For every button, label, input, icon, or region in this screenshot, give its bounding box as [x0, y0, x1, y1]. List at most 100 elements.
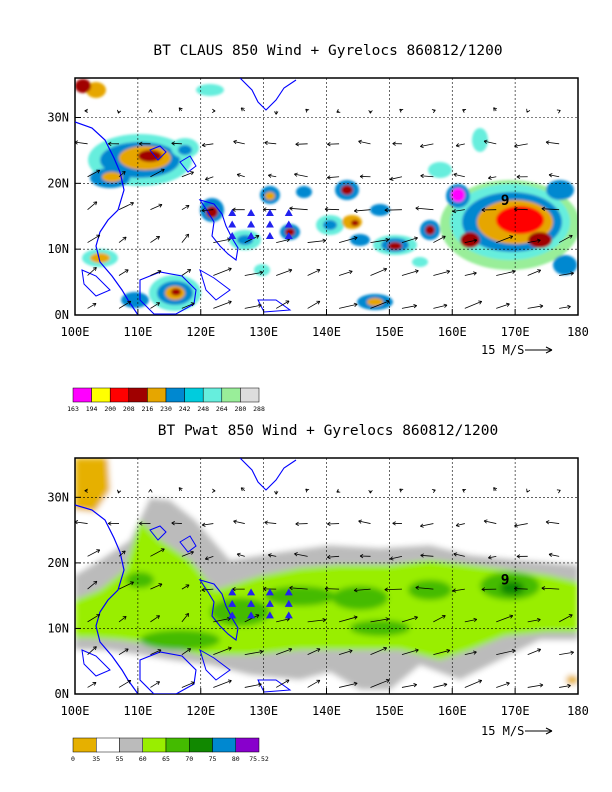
wind-arrowhead — [537, 269, 542, 274]
wind-arrowhead — [481, 587, 486, 592]
wind-vector — [338, 682, 358, 688]
wind-vector — [205, 176, 214, 180]
wind-arrowhead — [420, 523, 424, 528]
wind-arrowhead — [285, 679, 290, 684]
wind-arrowhead — [353, 208, 358, 213]
wind-vector — [213, 301, 232, 309]
wind-arrowhead — [545, 520, 550, 525]
wind-vector — [433, 649, 450, 656]
wind-arrowhead — [516, 554, 521, 559]
coastline — [75, 78, 297, 315]
x-tick-label: 120E — [186, 325, 215, 339]
y-tick-label: 20N — [47, 556, 69, 570]
wind-arrowhead — [414, 648, 419, 653]
wind-arrowhead — [473, 650, 477, 655]
x-tick-label: 150E — [375, 704, 404, 718]
wind-arrowhead — [414, 269, 419, 274]
wind-vector — [201, 588, 214, 591]
wind-arrowhead — [190, 302, 195, 307]
wind-arrowhead — [201, 142, 206, 148]
y-tick-label: 30N — [47, 490, 69, 504]
wind-vector — [150, 548, 165, 557]
y-tick-label: 0N — [55, 687, 69, 701]
wind-vector — [87, 201, 98, 210]
wind-arrowhead — [385, 299, 390, 304]
wind-vector — [307, 679, 321, 688]
wind-arrowhead — [178, 107, 183, 112]
wind-arrowhead — [385, 678, 390, 683]
wind-arrowhead — [122, 615, 127, 620]
cloud-field — [75, 79, 578, 311]
wind-vector — [268, 174, 277, 178]
gyre-marker — [284, 232, 293, 239]
wind-vector — [527, 619, 541, 623]
gyre-marker — [228, 588, 237, 596]
wind-vector — [181, 681, 195, 688]
colorbar-swatch — [202, 387, 223, 403]
wind-vector — [464, 301, 482, 309]
gyre-marker — [265, 232, 274, 239]
wind-arrowhead — [158, 203, 163, 208]
wind-vector — [150, 168, 165, 178]
wind-vector — [433, 615, 446, 623]
wind-arrowhead — [201, 587, 206, 592]
wind-vector — [237, 553, 245, 557]
x-tick-label: 150E — [375, 325, 404, 339]
colorbar-label: 264 — [216, 405, 228, 413]
wind-arrowhead — [353, 615, 358, 620]
wind-arrowhead — [259, 649, 264, 655]
wind-vector — [545, 141, 560, 145]
colorbar-label: 194 — [86, 405, 98, 413]
wind-arrowhead — [233, 519, 237, 524]
wind-arrowhead — [539, 304, 544, 309]
x-tick-label: 130E — [249, 325, 278, 339]
wind-vector — [452, 588, 465, 592]
wind-arrowhead — [514, 207, 518, 212]
wind-arrowhead — [441, 614, 446, 619]
wind-vector — [202, 523, 214, 526]
wind-arrowhead — [389, 176, 394, 181]
wind-arrowhead — [446, 648, 451, 654]
wind-arrowhead — [392, 141, 396, 146]
wind-arrowhead — [232, 207, 236, 212]
wind-arrowhead — [96, 169, 101, 174]
wind-arrowhead — [255, 234, 260, 239]
wind-vector — [559, 306, 571, 309]
wind-vector — [307, 240, 326, 243]
wind-arrowhead — [171, 521, 175, 526]
wind-vector — [244, 271, 263, 276]
wind-arrowhead — [399, 488, 404, 493]
wind-arrowhead — [233, 139, 237, 145]
wind-vector — [541, 208, 560, 211]
wind-arrowhead — [506, 681, 510, 686]
gyre-marker — [228, 599, 237, 607]
wind-vector — [401, 616, 418, 623]
wind-vector — [514, 208, 528, 211]
wind-arrowhead — [453, 172, 458, 177]
wind-vector — [87, 234, 100, 243]
wind-arrowhead — [288, 647, 293, 652]
wind-arrowhead — [413, 683, 418, 688]
wind-arrowhead — [570, 650, 574, 655]
wind-arrowhead — [201, 208, 206, 213]
wind-vector — [514, 588, 528, 590]
wind-vector — [75, 141, 88, 145]
chart-title: BT Pwat 850 Wind + Gyrelocs 860812/1200 — [158, 423, 498, 439]
wind-vector — [433, 270, 450, 276]
wind-arrowhead — [187, 269, 192, 273]
wind-vector — [307, 300, 321, 309]
cyclone-symbol: 9 — [501, 572, 510, 588]
x-tick-label: 100E — [61, 704, 90, 718]
wind-arrowhead — [257, 682, 262, 687]
wind-arrowhead — [452, 588, 457, 593]
wind-vector — [240, 107, 246, 112]
colorbar-label: 288 — [253, 405, 265, 413]
gyre-marker — [247, 588, 256, 596]
wind-arrowhead — [324, 207, 329, 212]
gyre-markers — [228, 588, 293, 619]
wind-vector — [389, 176, 403, 180]
wind-vector — [150, 649, 162, 656]
wind-arrowhead — [75, 520, 79, 525]
wind-vector — [327, 176, 340, 179]
wind-vector — [289, 587, 308, 590]
